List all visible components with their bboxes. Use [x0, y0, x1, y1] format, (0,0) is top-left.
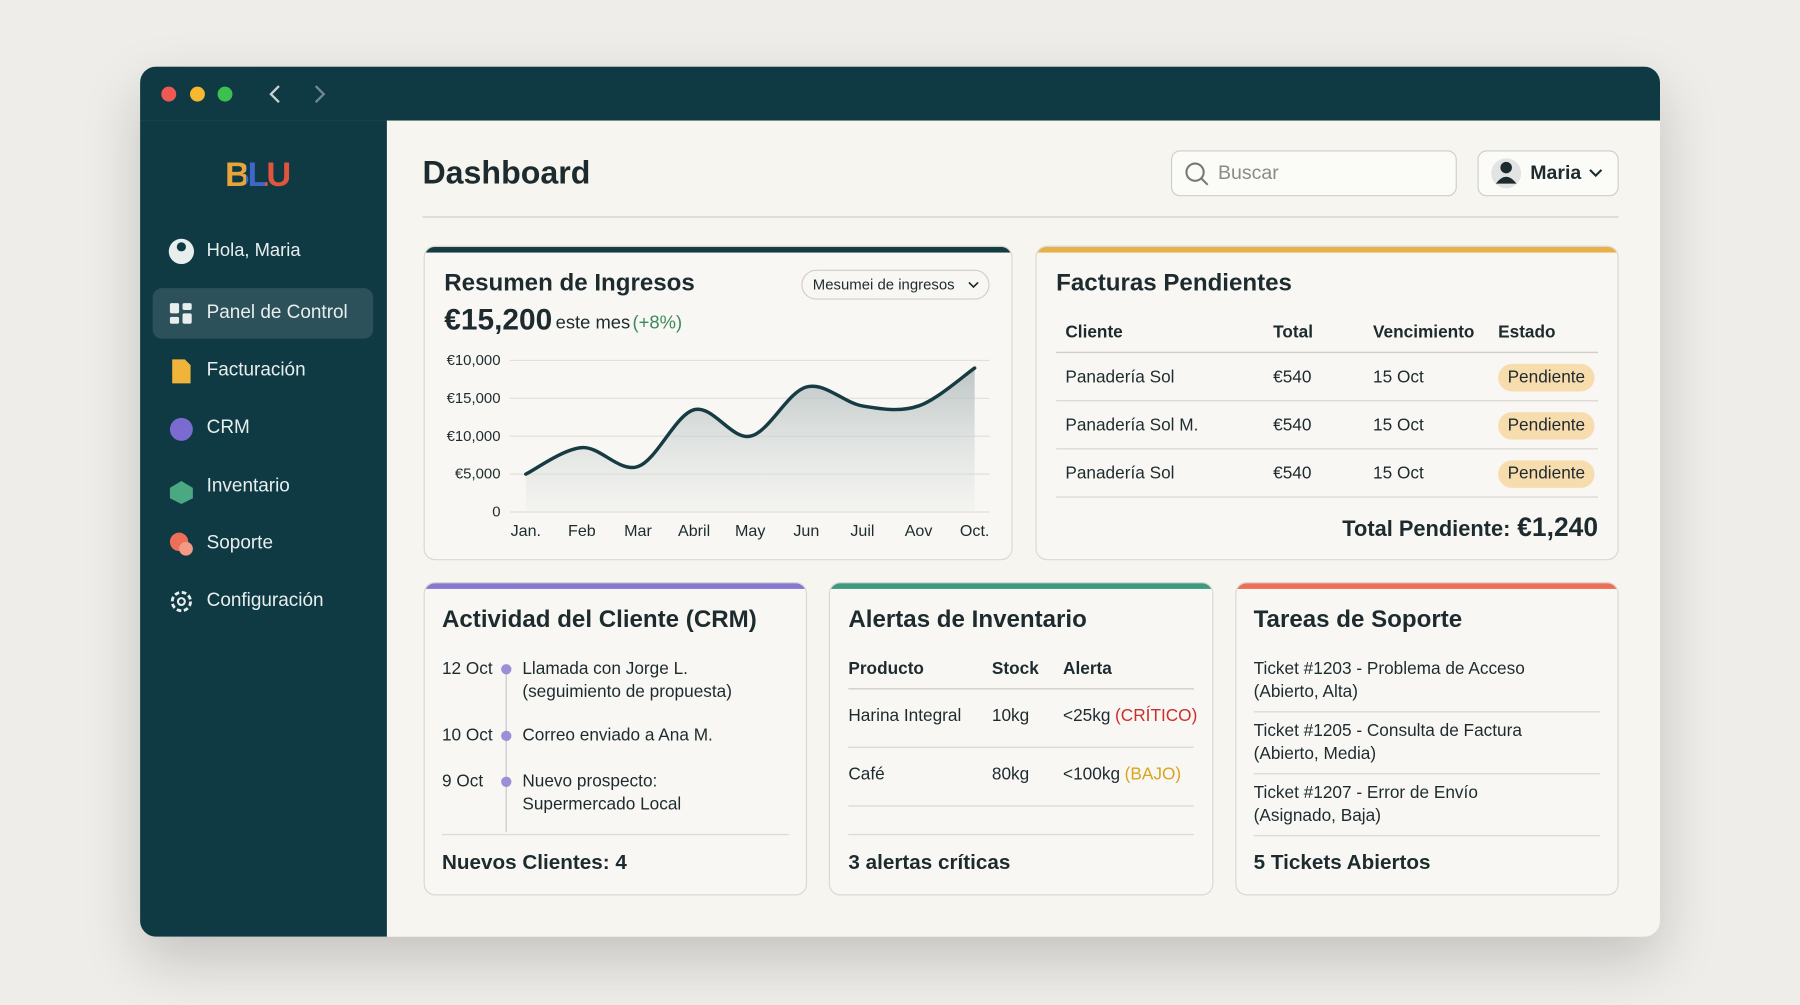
table-cell: Panadería Sol M. [1065, 415, 1199, 436]
card-footer: Nuevos Clientes: 4 [441, 851, 627, 874]
column-header: Producto [848, 659, 924, 679]
x-tick-label: Jun [793, 521, 820, 540]
card-footer: 3 alertas críticas [848, 851, 1011, 874]
activity-text: Nuevo prospecto: [522, 771, 658, 792]
column-header: Vencimiento [1373, 322, 1475, 343]
user-name: Maria [1530, 161, 1582, 184]
y-tick-label: €5,000 [454, 464, 501, 482]
table-cell: Café [848, 764, 885, 785]
nav-item[interactable]: CRM [206, 417, 250, 438]
card-footer: 5 Tickets Abiertos [1253, 851, 1431, 874]
card-title: Actividad del Cliente (CRM) [441, 606, 757, 633]
column-header: Total [1273, 322, 1313, 343]
table-cell: 15 Oct [1373, 415, 1424, 436]
nav-item[interactable]: Soporte [206, 532, 273, 554]
status-pill: Pendiente [1498, 460, 1595, 488]
invoices-card [1035, 245, 1619, 561]
x-tick-label: Feb [568, 521, 596, 540]
y-tick-label: 0 [492, 502, 501, 520]
revenue-dropdown[interactable] [801, 269, 990, 300]
table-cell: Panadería Sol [1065, 367, 1175, 388]
table-cell: €540 [1273, 367, 1312, 388]
activity-text: Llamada con Jorge L. [522, 659, 688, 679]
column-header: Alerta [1063, 659, 1112, 679]
alert-threshold: <100kg [1063, 764, 1121, 785]
nav-item[interactable]: Configuración [206, 590, 324, 612]
dropdown-label: Mesumei de ingresos [812, 274, 955, 293]
search-placeholder: Buscar [1218, 161, 1279, 184]
table-cell: 15 Oct [1373, 464, 1424, 484]
ticket-text: Ticket #1205 - Consulta de Factura [1253, 721, 1522, 741]
x-tick-label: Abril [678, 521, 711, 540]
table-cell: 15 Oct [1373, 367, 1424, 388]
y-tick-label: €10,000 [446, 350, 501, 368]
table-cell: €540 [1273, 464, 1312, 484]
card-title: Facturas Pendientes [1056, 270, 1292, 297]
total-text: Total Pendiente: [1342, 517, 1511, 542]
ticket-text: Ticket #1207 - Error de Envío [1253, 783, 1478, 803]
ticket-text: Ticket #1203 - Problema de Acceso [1253, 659, 1525, 679]
crm-card [423, 582, 808, 896]
x-tick-label: Mar [624, 521, 652, 540]
column-header: Estado [1498, 322, 1556, 343]
alert-level: (BAJO) [1124, 764, 1182, 785]
greeting: Hola, Maria [206, 240, 301, 261]
activity-date: 12 Oct [441, 659, 493, 679]
invoice-total: Total Pendiente: €1,240 [1342, 512, 1598, 543]
table-cell: €540 [1273, 415, 1312, 436]
x-tick-label: Aov [904, 521, 933, 540]
card-title: Resumen de Ingresos [444, 270, 695, 297]
ticket-text: (Abierto, Alta) [1253, 681, 1358, 702]
card-title: Alertas de Inventario [848, 606, 1087, 633]
nav-item[interactable]: Panel de Control [206, 302, 348, 323]
status-pill: Pendiente [1498, 412, 1595, 440]
x-tick-label: May [735, 521, 766, 540]
support-card [1235, 582, 1619, 896]
alert-level: (CRÍTICO) [1115, 706, 1198, 726]
column-header: Cliente [1065, 322, 1123, 343]
column-header: Stock [991, 659, 1039, 679]
activity-date: 10 Oct [441, 725, 493, 746]
status-pill: Pendiente [1498, 363, 1595, 392]
ticket-text: (Asignado, Baja) [1253, 805, 1381, 826]
page-title: Dashboard [422, 154, 591, 191]
y-tick-label: €15,000 [446, 388, 501, 406]
x-tick-label: Oct. [959, 521, 990, 540]
x-tick-label: Jan. [510, 521, 541, 540]
revenue-period: este mes [555, 312, 631, 333]
table-cell: 80kg [991, 764, 1030, 785]
activity-text: Correo enviado a Ana M. [522, 725, 713, 746]
activity-date: 9 Oct [441, 771, 484, 792]
nav-item[interactable]: Facturación [206, 359, 306, 381]
x-tick-label: Juil [850, 521, 875, 540]
revenue-amount: €15,200 [444, 302, 553, 337]
inventory-card [828, 582, 1214, 896]
titlebar [140, 66, 1661, 121]
ticket-text: (Abierto, Media) [1253, 743, 1377, 764]
total-text: €1,240 [1517, 512, 1599, 542]
logo: BLU [225, 152, 291, 197]
search-box[interactable] [1170, 150, 1457, 197]
y-tick-label: €10,000 [446, 426, 501, 444]
activity-text: Supermercado Local [522, 794, 682, 814]
table-cell: Harina Integral [848, 706, 962, 726]
table-cell: Panadería Sol [1065, 464, 1175, 484]
activity-text: (seguimiento de propuesta) [522, 681, 732, 702]
table-cell: 10kg [991, 706, 1030, 726]
card-title: Tareas de Soporte [1253, 606, 1463, 633]
revenue-change: (+8%) [632, 312, 683, 333]
nav-item[interactable]: Inventario [206, 475, 290, 497]
alert-threshold: <25kg [1063, 706, 1111, 726]
